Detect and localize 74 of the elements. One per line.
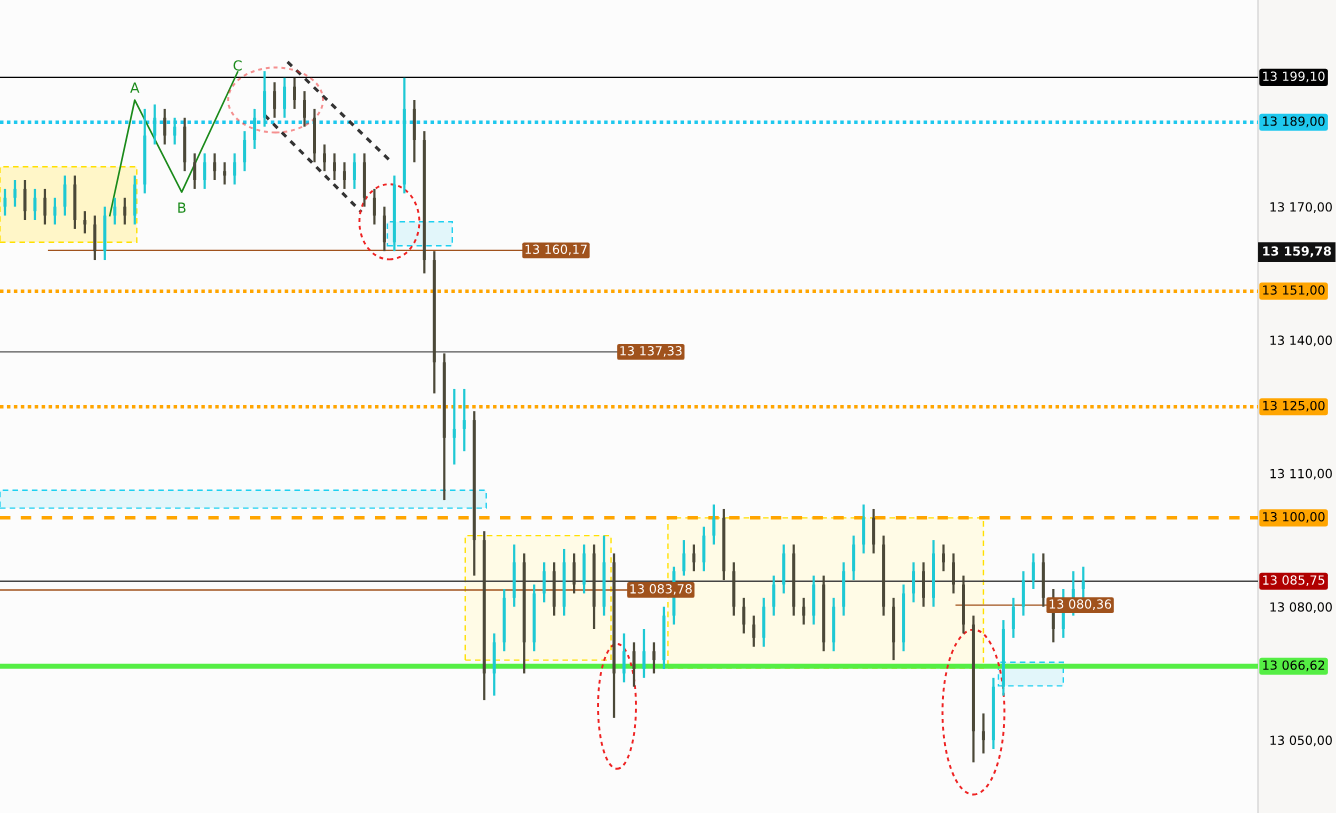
ref-line-label: 13 083,78 — [630, 584, 692, 595]
candlestick — [283, 76, 287, 119]
candlestick — [293, 76, 297, 111]
candlestick — [1011, 596, 1015, 639]
candlestick — [233, 152, 237, 186]
candlestick — [772, 574, 776, 617]
candlestick — [243, 130, 247, 173]
candlestick — [332, 152, 336, 182]
candlestick — [642, 627, 646, 679]
candlestick — [113, 196, 117, 226]
candlestick — [193, 152, 197, 191]
candlestick — [203, 152, 207, 191]
candlestick — [33, 187, 37, 222]
candlestick — [13, 178, 17, 208]
candlestick — [372, 187, 376, 226]
candlestick — [682, 538, 686, 577]
candlestick — [213, 152, 217, 182]
candlestick — [602, 534, 606, 617]
candlestick — [23, 178, 27, 222]
candlestick — [43, 187, 47, 226]
candlestick — [742, 596, 746, 635]
candlestick — [622, 632, 626, 684]
candlestick — [223, 161, 227, 186]
y-tick-label: 13 110,00 — [1270, 468, 1332, 480]
y-tick-label: 13 140,00 — [1270, 335, 1332, 347]
ref-line-label: 13 085,75 — [1263, 575, 1325, 587]
candlestick — [53, 196, 57, 226]
candlestick — [322, 143, 326, 173]
annotation: B — [178, 202, 186, 213]
candlestick — [173, 116, 177, 146]
ref-line-label: 13 125,00 — [1263, 400, 1325, 412]
candlestick — [452, 387, 456, 466]
candlestick — [342, 161, 346, 191]
candlestick — [632, 641, 636, 688]
candlestick — [692, 543, 696, 573]
candlestick — [83, 210, 87, 235]
candlestick — [1081, 565, 1085, 599]
candlestick — [163, 107, 167, 146]
candlestick — [462, 387, 466, 453]
ref-line-label: 13 080,36 — [1049, 599, 1112, 611]
text: 13 159,78 — [1263, 246, 1331, 258]
candlestick — [752, 614, 756, 648]
candlestick — [273, 81, 277, 119]
candlestick — [981, 712, 985, 755]
candlestick — [582, 543, 586, 595]
y-tick-label: 13 050,00 — [1270, 735, 1332, 747]
y-tick-label: 13 080,00 — [1270, 602, 1332, 613]
candlestick — [942, 543, 945, 573]
ref-line-label: 13 199,10 — [1263, 71, 1325, 83]
candlestick — [542, 561, 546, 604]
y-tick-label: 13 170,00 — [1270, 202, 1332, 213]
ref-line-label: 13 151,00 — [1263, 285, 1325, 297]
candlestick — [352, 152, 356, 191]
candlestick — [712, 503, 716, 546]
candlestick — [153, 103, 157, 146]
ref-line-label: 13 100,00 — [1263, 512, 1325, 523]
candlestick — [912, 561, 916, 604]
candlestick — [802, 596, 806, 626]
candlestick — [123, 196, 127, 226]
ref-line-label: 13 189,00 — [1263, 116, 1325, 128]
candlestick — [63, 174, 67, 217]
ref-line-label: 13 137,33 — [620, 346, 682, 357]
candlestick — [652, 641, 656, 675]
annotation: C — [233, 60, 242, 71]
candlestick — [3, 187, 7, 217]
candlestick — [303, 90, 307, 128]
ref-line-label: 13 160,17 — [525, 244, 587, 256]
ref-line-label: 13 066,62 — [1263, 660, 1325, 672]
annotation: A — [130, 82, 140, 93]
candlestick — [932, 538, 936, 608]
candlestick — [253, 107, 257, 151]
candlestick — [313, 107, 316, 164]
candlestick — [662, 605, 666, 671]
candlestick — [1031, 552, 1035, 591]
